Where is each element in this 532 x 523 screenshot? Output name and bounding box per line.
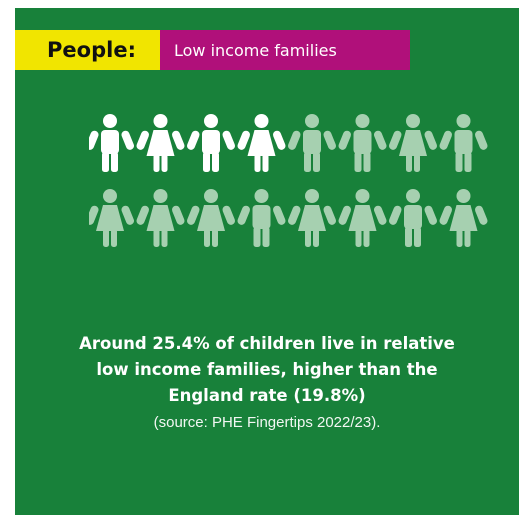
statistic-line-2: low income families, higher than the (96, 360, 438, 379)
pictogram-svg (89, 114, 488, 247)
topic-tag: Low income families (160, 30, 410, 70)
boy-icon (288, 114, 336, 172)
girl-icon (187, 189, 235, 247)
girl-icon (237, 114, 286, 172)
girl-icon (288, 189, 336, 247)
boy-icon (389, 189, 437, 247)
category-label: People: (47, 38, 136, 62)
header-banner: People: Low income families (15, 30, 410, 70)
statistic-line-3: England rate (19.8%) (168, 386, 366, 405)
topic-label: Low income families (174, 40, 337, 60)
infographic-card: People: Low income families Around 25.4%… (15, 8, 519, 515)
girl-icon (136, 114, 185, 172)
girl-icon (89, 189, 134, 247)
boy-icon (237, 189, 286, 247)
source-note: (source: PHE Fingertips 2022/23). (153, 414, 381, 431)
girl-icon (389, 114, 437, 172)
category-tag: People: (15, 30, 160, 70)
girl-icon (338, 189, 387, 247)
boy-icon (338, 114, 387, 172)
boy-icon (439, 114, 488, 172)
children-pictogram (89, 112, 493, 262)
girl-icon (136, 189, 185, 247)
boy-icon (89, 114, 134, 172)
statistic-text: Around 25.4% of children live in relativ… (15, 331, 519, 409)
boy-icon (187, 114, 235, 172)
girl-icon (439, 189, 488, 247)
statistic-block: Around 25.4% of children live in relativ… (15, 331, 519, 435)
statistic-line-1: Around 25.4% of children live in relativ… (79, 334, 455, 353)
